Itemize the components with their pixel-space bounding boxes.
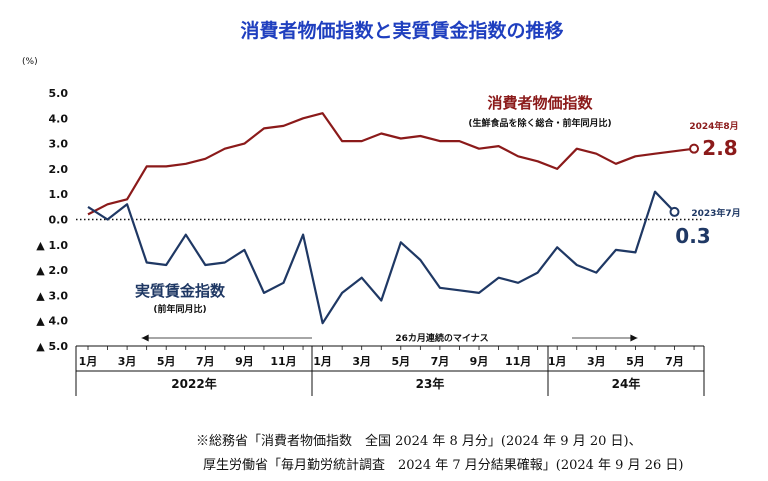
x-tick-label: 9月	[235, 355, 254, 368]
y-tick-label: ▲ 2.0	[36, 264, 68, 277]
x-tick-label: 1月	[79, 355, 98, 368]
wage-end-value: 0.3	[675, 224, 710, 248]
chart-title: 消費者物価指数と実質賃金指数の推移	[240, 19, 563, 42]
span-arrowhead-left	[141, 334, 149, 342]
x-tick-label: 3月	[587, 355, 606, 368]
x-tick-label: 7月	[431, 355, 450, 368]
y-tick-label: ▲ 1.0	[36, 239, 68, 252]
cpi-series-subtitle: (生鮮食品を除く総合・前年同月比)	[468, 117, 611, 129]
cpi-end-value: 2.8	[702, 136, 737, 160]
source-line-2: 厚生労働省「毎月勤労統計調査 2024 年 7 月分結果確報」(2024 年 9…	[203, 457, 683, 473]
cpi-series-label: 消費者物価指数	[487, 94, 593, 112]
year-label: 24年	[612, 376, 641, 391]
cpi-end-marker	[689, 143, 700, 154]
y-tick-label: 4.0	[49, 112, 69, 125]
span-annotation-text: 26カ月連続のマイナス	[395, 332, 488, 344]
y-tick-label: 3.0	[49, 138, 69, 151]
wage-series-subtitle: (前年同月比)	[153, 303, 206, 315]
source-line-1: ※総務省「消費者物価指数 全国 2024 年 8 月分」(2024 年 9 月 …	[196, 433, 642, 449]
span-arrowhead-right	[630, 334, 638, 342]
x-tick-label: 3月	[352, 355, 371, 368]
x-tick-label: 5月	[391, 355, 410, 368]
x-tick-label: 11月	[270, 355, 296, 368]
wage-series-label: 実質賃金指数	[135, 282, 226, 300]
year-label: 2022年	[171, 376, 216, 391]
x-tick-label: 5月	[626, 355, 645, 368]
y-tick-label: ▲ 3.0	[36, 289, 68, 302]
x-tick-label: 7月	[196, 355, 215, 368]
x-tick-label: 5月	[157, 355, 176, 368]
y-tick-label: 1.0	[49, 188, 69, 201]
y-tick-label: 2.0	[49, 163, 69, 176]
y-tick-label: 5.0	[49, 87, 69, 100]
x-axis: 1月 3月 5月 7月 9月 11月 1月 3月 5月 7月 9月 11月 1月 3月 5月 7月 2022年 2…	[75, 345, 705, 396]
year-label: 23年	[416, 376, 445, 391]
y-axis: 5.0 4.0 3.0 2.0 1.0 0.0 ▲ 1.0 ▲ 2.0 ▲ 3.0 ▲ 4.0 ▲ …	[36, 87, 68, 353]
span-annotation: 26カ月連続のマイナス	[141, 332, 638, 344]
wage-end-date: 2023年7月	[691, 207, 740, 219]
x-tick-label: 11月	[505, 355, 531, 368]
x-tick-label: 3月	[118, 355, 137, 368]
x-tick-label: 9月	[470, 355, 489, 368]
y-tick-label: ▲ 4.0	[36, 315, 68, 328]
y-tick-label: ▲ 5.0	[36, 340, 68, 353]
series-lines	[87, 112, 700, 325]
wage-end-marker	[669, 206, 680, 217]
cpi-end-date: 2024年8月	[689, 120, 738, 132]
y-tick-label: 0.0	[49, 214, 69, 227]
y-axis-unit: (%)	[22, 57, 38, 67]
x-tick-label: 7月	[665, 355, 684, 368]
wage-line	[87, 190, 676, 325]
cpi-line	[87, 112, 695, 216]
x-tick-label: 1月	[313, 355, 332, 368]
x-tick-label: 1月	[548, 355, 567, 368]
